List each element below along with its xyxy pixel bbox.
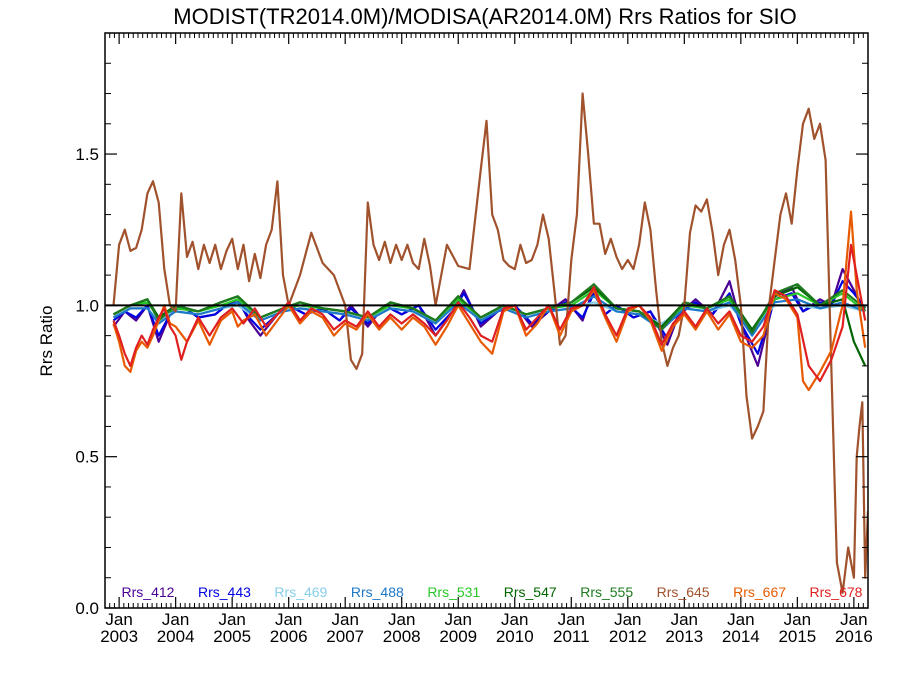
x-tick-label-year: 2008 [383,627,421,646]
x-tick-label-year: 2006 [270,627,308,646]
x-tick-label-month: Jan [218,610,245,629]
x-tick-label-year: 2011 [553,627,590,646]
legend: Rrs_412 Rrs_443 Rrs_469 Rrs_488 Rrs_531 Rrs_5… [122,584,863,600]
x-tick-label-month: Jan [840,610,867,629]
x-tick-label-month: Jan [105,610,132,629]
series-line-rrs_555 [112,283,866,334]
y-tick-label: 0.5 [75,448,99,467]
x-tick-label-year: 2009 [439,627,477,646]
y-tick-label: 1.5 [75,145,99,164]
x-tick-label-year: 2013 [665,627,703,646]
x-tick-label-month: Jan [331,610,358,629]
x-tick-label-year: 2007 [326,627,364,646]
series-line-rrs_645 [112,92,868,594]
legend-item-rrs_678: Rrs_678 [810,584,863,600]
x-tick-label-year: 2016 [835,627,873,646]
x-tick-label-year: 2004 [157,627,195,646]
y-axis-label: Rrs Ratio [37,306,56,377]
legend-item-rrs_443: Rrs_443 [198,584,251,600]
x-tick-label-year: 2005 [213,627,251,646]
series-line-rrs_531 [112,289,866,331]
x-tick-label-month: Jan [445,610,472,629]
legend-item-rrs_555: Rrs_555 [580,584,633,600]
x-tick-label-year: 2014 [722,627,760,646]
x-tick-label-month: Jan [727,610,754,629]
x-tick-label-year: 2003 [100,627,138,646]
chart-title: MODIST(TR2014.0M)/MODISA(AR2014.0M) Rrs … [173,4,796,29]
axes-layer: 0.00.51.01.5Jan2003Jan2004Jan2005Jan2006… [75,32,873,646]
x-tick-label-month: Jan [784,610,811,629]
legend-item-rrs_412: Rrs_412 [122,584,175,600]
x-tick-label-month: Jan [558,610,585,629]
y-tick-label: 0.0 [75,599,99,618]
x-tick-label-month: Jan [388,610,415,629]
y-tick-label: 1.0 [75,296,99,315]
x-tick-label-month: Jan [501,610,528,629]
x-tick-label-month: Jan [275,610,302,629]
x-tick-label-year: 2012 [609,627,647,646]
x-tick-label-month: Jan [162,610,189,629]
legend-item-rrs_488: Rrs_488 [351,584,404,600]
legend-item-rrs_531: Rrs_531 [427,584,480,600]
series-line-rrs_678 [112,243,867,383]
x-tick-label-month: Jan [671,610,698,629]
x-tick-label-year: 2015 [778,627,816,646]
legend-item-rrs_645: Rrs_645 [657,584,710,600]
legend-item-rrs_547: Rrs_547 [504,584,557,600]
series-line-rrs_488 [112,295,866,337]
x-tick-label-year: 2010 [496,627,534,646]
x-tick-label-month: Jan [614,610,641,629]
series-layer [112,92,868,594]
legend-item-rrs_667: Rrs_667 [733,584,786,600]
legend-item-rrs_469: Rrs_469 [274,584,327,600]
